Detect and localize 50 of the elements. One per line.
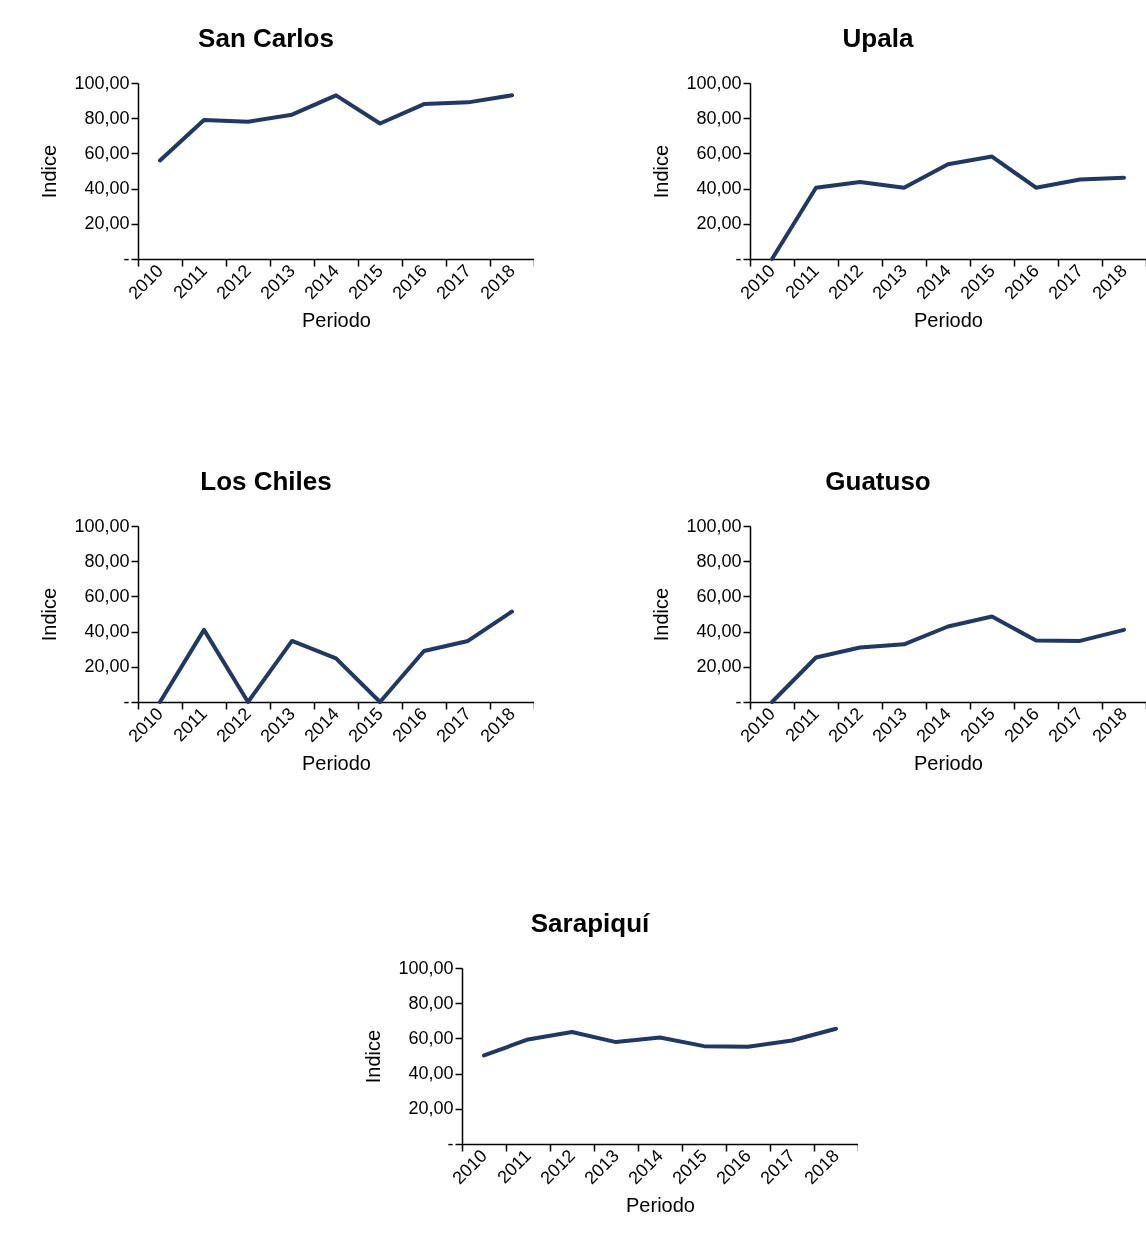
y-tick-label: 20,00 — [84, 213, 130, 234]
y-tick-label: - — [123, 691, 130, 712]
y-tick-label: 80,00 — [408, 992, 454, 1013]
line-series — [770, 614, 1126, 704]
y-tick-label: - — [735, 691, 742, 712]
x-axis-title: Periodo — [302, 309, 371, 332]
chart-title: Upala — [842, 23, 914, 53]
y-tick-label: 20,00 — [84, 656, 130, 677]
y-tick-label: 40,00 — [84, 621, 130, 642]
y-tick-label: 100,00 — [398, 957, 454, 978]
chart-title: Sarapiquí — [530, 908, 651, 938]
y-tick-label: - — [735, 248, 742, 269]
y-tick-label: 80,00 — [84, 550, 130, 571]
y-tick-label: 40,00 — [696, 178, 742, 199]
y-tick-label: 20,00 — [696, 213, 742, 234]
y-tick-label: - — [447, 1133, 454, 1154]
y-tick-label: 60,00 — [84, 142, 130, 163]
line-series — [158, 609, 514, 704]
y-tick-label: 80,00 — [696, 107, 742, 128]
y-tick-label: 60,00 — [696, 585, 742, 606]
y-tick-label: 80,00 — [696, 550, 742, 571]
y-tick-label: 40,00 — [84, 178, 130, 199]
chart-title: San Carlos — [198, 23, 334, 53]
chart-title: Los Chiles — [200, 466, 332, 496]
y-axis-title: Indice — [650, 144, 673, 199]
y-tick-label: 80,00 — [84, 107, 130, 128]
y-axis-title: Indice — [362, 1029, 385, 1084]
line-series — [158, 93, 514, 163]
chart-title: Guatuso — [825, 466, 931, 496]
x-axis-title: Periodo — [302, 752, 371, 775]
y-tick-label: 40,00 — [696, 621, 742, 642]
x-axis-title: Periodo — [626, 1194, 695, 1217]
y-tick-label: 60,00 — [696, 142, 742, 163]
line-series — [770, 154, 1126, 261]
y-tick-label: 100,00 — [74, 515, 130, 536]
y-tick-label: 60,00 — [84, 585, 130, 606]
y-tick-label: 100,00 — [74, 72, 130, 93]
y-tick-label: 60,00 — [408, 1027, 454, 1048]
y-tick-label: 100,00 — [686, 72, 742, 93]
y-axis-title: Indice — [38, 587, 61, 642]
y-tick-label: - — [123, 248, 130, 269]
y-tick-label: 20,00 — [696, 656, 742, 677]
y-tick-label: 100,00 — [686, 515, 742, 536]
x-axis-title: Periodo — [914, 309, 983, 332]
x-axis-title: Periodo — [914, 752, 983, 775]
line-series — [482, 1026, 838, 1058]
y-axis-title: Indice — [38, 144, 61, 199]
y-tick-label: 20,00 — [408, 1098, 454, 1119]
y-tick-label: 40,00 — [408, 1063, 454, 1084]
y-axis-title: Indice — [650, 587, 673, 642]
